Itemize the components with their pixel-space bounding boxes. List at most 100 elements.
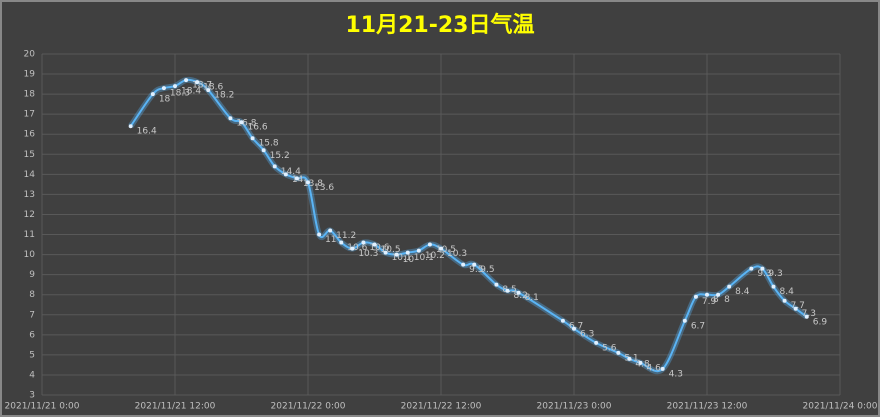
- point: [261, 148, 266, 153]
- y-tick-label: 10: [24, 250, 36, 260]
- value-label: 10.5: [436, 245, 456, 255]
- point: [461, 262, 466, 267]
- value-label: 4.6: [647, 363, 662, 373]
- value-label: 13.6: [314, 183, 334, 193]
- x-tick-label: 2021/11/23 12:00: [667, 402, 748, 412]
- point: [439, 246, 443, 251]
- value-label: 10.3: [447, 249, 467, 259]
- point: [572, 326, 576, 331]
- point: [682, 318, 687, 323]
- point: [184, 78, 189, 83]
- value-label: 5.1: [624, 353, 638, 363]
- value-label: 10.6: [369, 243, 389, 253]
- point: [239, 120, 244, 125]
- y-tick-label: 13: [24, 190, 35, 200]
- point: [372, 242, 377, 247]
- value-label: 14.4: [281, 167, 301, 177]
- x-tick-label: 2021/11/21 12:00: [135, 402, 216, 412]
- point: [760, 266, 765, 271]
- point: [705, 292, 709, 297]
- point: [294, 176, 299, 181]
- point: [616, 350, 621, 355]
- y-tick-label: 9: [29, 270, 35, 280]
- point: [627, 356, 632, 361]
- value-label: 10.1: [414, 253, 434, 263]
- value-label: 16.4: [137, 127, 157, 137]
- y-tick-label: 15: [24, 150, 35, 160]
- value-label: 9.5: [469, 265, 483, 275]
- point: [383, 250, 388, 255]
- y-tick-label: 12: [24, 210, 35, 220]
- chart-title: 11月21-23日气温: [346, 12, 535, 38]
- value-label: 15.2: [270, 151, 290, 161]
- value-label: 10.1: [392, 253, 412, 263]
- x-tick-label: 2021/11/24 0:00: [803, 402, 878, 412]
- y-tick-label: 20: [24, 50, 36, 60]
- y-tick-label: 5: [29, 350, 35, 360]
- value-label: 16.6: [248, 123, 268, 133]
- value-label: 16.8: [236, 119, 256, 129]
- point: [693, 294, 698, 299]
- value-label: 10.2: [425, 251, 445, 261]
- value-label: 10.6: [347, 243, 367, 253]
- y-tick-label: 7: [29, 310, 35, 320]
- value-label: 6.7: [569, 321, 583, 331]
- point: [195, 80, 200, 85]
- value-label: 8.4: [780, 287, 795, 297]
- x-tick-label: 2021/11/22 12:00: [401, 402, 482, 412]
- point: [560, 318, 565, 323]
- value-label: 10.3: [358, 249, 378, 259]
- value-label: 8.2: [514, 291, 528, 301]
- point: [405, 250, 410, 255]
- value-label: 8.5: [502, 285, 516, 295]
- point: [472, 262, 477, 267]
- point: [638, 360, 643, 365]
- point: [749, 266, 754, 271]
- value-label: 9.3: [757, 269, 771, 279]
- point: [328, 228, 333, 233]
- y-tick-label: 17: [24, 110, 35, 120]
- point: [427, 242, 432, 247]
- value-label: 18.3: [170, 89, 190, 99]
- value-label: 8.1: [525, 293, 539, 303]
- point: [173, 84, 177, 89]
- point: [339, 240, 344, 245]
- point: [394, 252, 399, 257]
- point: [350, 246, 355, 251]
- point: [416, 248, 421, 253]
- point: [594, 340, 599, 345]
- x-tick-label: 2021/11/23 0:00: [537, 402, 612, 412]
- value-label: 5.6: [602, 343, 617, 353]
- y-tick-label: 14: [24, 170, 36, 180]
- value-label: 10.5: [381, 245, 401, 255]
- point: [283, 172, 288, 177]
- value-label: 7.9: [702, 297, 717, 307]
- y-tick-label: 4: [29, 370, 35, 380]
- y-tick-label: 18: [24, 90, 36, 100]
- value-label: 13.8: [303, 179, 323, 189]
- x-tick-label: 2021/11/21 0:00: [5, 402, 80, 412]
- x-tick-label: 2021/11/22 0:00: [271, 402, 346, 412]
- y-tick-label: 19: [24, 70, 36, 80]
- value-label: 15.8: [259, 139, 279, 149]
- point: [782, 298, 787, 303]
- value-label: 18: [159, 95, 171, 105]
- point: [317, 232, 322, 237]
- y-tick-label: 16: [24, 130, 36, 140]
- value-label: 4.3: [669, 369, 683, 379]
- point: [716, 292, 721, 297]
- value-label: 11.2: [336, 231, 356, 241]
- y-tick-label: 3: [29, 391, 35, 401]
- point: [505, 288, 510, 293]
- value-label: 9.3: [768, 269, 782, 279]
- value-label: 7.7: [791, 301, 805, 311]
- point: [128, 124, 133, 129]
- y-tick-label: 11: [24, 230, 35, 240]
- point: [150, 92, 155, 97]
- point: [793, 306, 798, 311]
- value-label: 10: [403, 255, 415, 265]
- value-label: 8.4: [735, 287, 750, 297]
- point: [272, 164, 277, 169]
- point: [206, 88, 211, 93]
